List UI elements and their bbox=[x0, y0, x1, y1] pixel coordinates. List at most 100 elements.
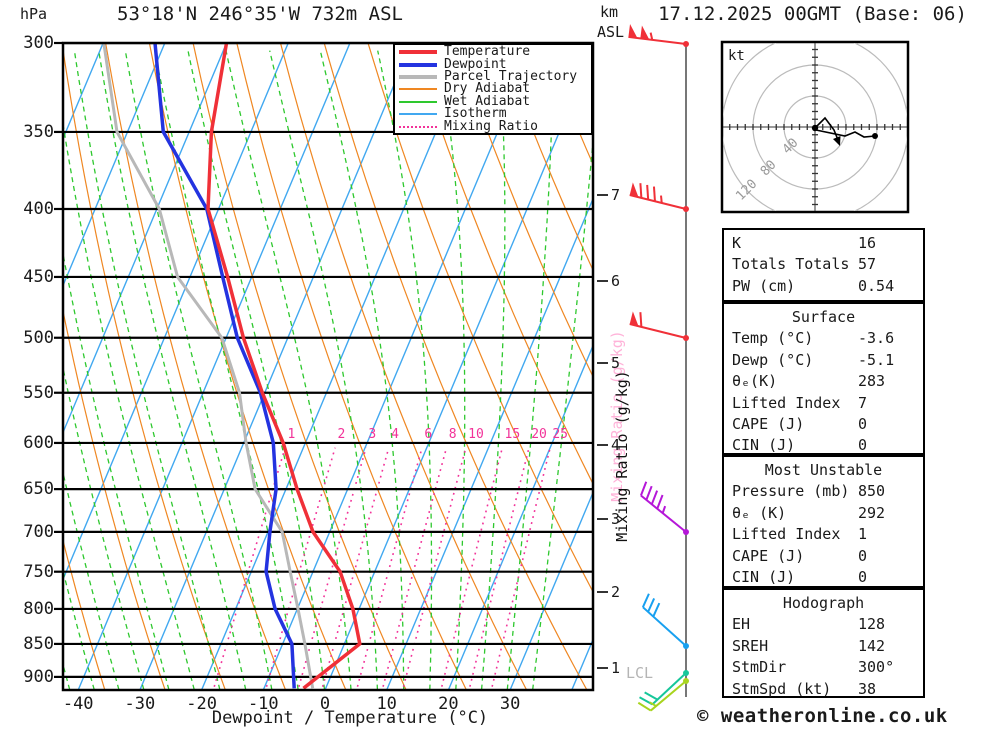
stat-value: 1 bbox=[858, 525, 868, 544]
mixing-ratio-label: 6 bbox=[424, 427, 433, 442]
table-row: StmDir 300° bbox=[732, 657, 923, 678]
stat-label: K bbox=[732, 234, 742, 252]
temp-tick-label: -10 bbox=[247, 694, 279, 714]
pressure-tick-label: 350 bbox=[23, 121, 54, 142]
mixing-ratio-label: 20 bbox=[531, 427, 547, 442]
stat-label: CAPE (J) bbox=[732, 546, 805, 565]
legend-item: Temperature bbox=[399, 44, 591, 60]
chart-background bbox=[64, 44, 592, 689]
table-row: θₑ(K) 283 bbox=[732, 371, 923, 392]
pressure-tick-label: 850 bbox=[23, 633, 54, 654]
table-row: Dewp (°C) -5.1 bbox=[732, 350, 923, 371]
legend-item-label: Temperature bbox=[444, 44, 531, 60]
legend: Temperature Dewpoint Parcel Trajectory Dry … bbox=[393, 43, 593, 135]
legend-line-sample bbox=[399, 125, 437, 128]
pressure-axis-unit: hPa bbox=[20, 5, 48, 23]
temp-tick-label: 20 bbox=[438, 694, 459, 714]
stat-label: Temp (°C) bbox=[732, 329, 814, 348]
stat-label: Totals Totals bbox=[732, 255, 850, 274]
wind-barb bbox=[637, 678, 689, 712]
legend-item: Isotherm bbox=[399, 106, 591, 122]
table-row: EH 128 bbox=[732, 614, 923, 635]
stat-value: -3.6 bbox=[858, 329, 895, 348]
stat-label: CIN (J) bbox=[732, 567, 796, 586]
legend-line-sample bbox=[399, 74, 437, 79]
pressure-tick-label: 650 bbox=[23, 479, 54, 500]
stat-value: -5.1 bbox=[858, 350, 895, 369]
legend-item: Mixing Ratio bbox=[399, 118, 591, 134]
legend-line-sample bbox=[399, 88, 437, 91]
legend-item-label: Dewpoint bbox=[444, 56, 507, 72]
wind-barb bbox=[641, 593, 689, 649]
hodograph-panel: Hodograph EH 128 SREH 142 StmDir 300° StmSpd (k… bbox=[722, 588, 925, 698]
stat-label: EH bbox=[732, 615, 751, 634]
temp-tick-label: -20 bbox=[186, 694, 217, 714]
stat-value: 7 bbox=[858, 393, 868, 412]
legend-item: Dewpoint bbox=[399, 56, 591, 72]
table-row: CAPE (J) 0 bbox=[732, 414, 923, 435]
panel-title: Hodograph bbox=[782, 594, 865, 612]
mixing-ratio-label: 25 bbox=[552, 427, 569, 442]
stat-label: PW (cm) bbox=[732, 276, 796, 295]
pressure-tick-label: 600 bbox=[23, 432, 54, 453]
temp-tick-label: 0 bbox=[319, 694, 331, 714]
table-row: SREH 142 bbox=[732, 636, 923, 657]
legend-item-label: Dry Adiabat bbox=[444, 81, 531, 97]
stat-value: 0 bbox=[858, 546, 868, 565]
stat-value: 0.54 bbox=[858, 276, 895, 295]
km-tick-label: 2 bbox=[611, 583, 621, 601]
table-row: PW (cm) 0.54 bbox=[732, 276, 923, 297]
stat-label: StmDir bbox=[732, 658, 787, 677]
x-axis-title: Dewpoint / Temperature (°C) bbox=[211, 708, 489, 728]
stat-value: 0 bbox=[858, 436, 868, 455]
km-tick-label: 7 bbox=[611, 186, 621, 204]
mixing-ratio-label: 4 bbox=[391, 427, 399, 442]
stat-label: StmSpd (kt) bbox=[732, 679, 832, 698]
mixing-ratio-label: 1 bbox=[287, 427, 296, 442]
legend-line-sample bbox=[399, 113, 437, 116]
stat-label: Pressure (mb) bbox=[732, 482, 850, 501]
wind-barb bbox=[639, 481, 689, 535]
mixing-ratio-label: 8 bbox=[448, 427, 457, 442]
km-tick-label: 3 bbox=[611, 510, 621, 528]
pressure-tick-label: 500 bbox=[23, 327, 54, 348]
table-row: CAPE (J) 0 bbox=[732, 546, 923, 567]
stat-label: CAPE (J) bbox=[732, 414, 805, 433]
mixing-ratio-label: 2 bbox=[337, 427, 346, 442]
temp-tick-label: -40 bbox=[62, 694, 94, 714]
table-row: Lifted Index 7 bbox=[732, 393, 923, 414]
legend-item-label: Isotherm bbox=[444, 106, 507, 122]
stat-label: SREH bbox=[732, 636, 769, 655]
page-title: 53°18'N 246°35'W 732m ASL bbox=[117, 3, 403, 25]
stat-label: θₑ(K) bbox=[732, 372, 778, 391]
table-row: Temp (°C) -3.6 bbox=[732, 328, 923, 349]
panel-title: Surface bbox=[791, 308, 856, 326]
surface-panel: Surface Temp (°C) -3.6 Dewp (°C) -5.1 θₑ(K) 28… bbox=[722, 302, 925, 455]
mixing-ratio-label: 3 bbox=[368, 427, 377, 442]
stat-label: Lifted Index bbox=[732, 525, 841, 544]
table-row: CIN (J) 0 bbox=[732, 567, 923, 588]
table-row: Pressure (mb) 850 bbox=[732, 481, 923, 502]
km-tick-label: 1 bbox=[611, 659, 621, 677]
pressure-tick-label: 550 bbox=[23, 382, 54, 403]
legend-item-label: Mixing Ratio bbox=[444, 118, 538, 134]
temp-tick-label: 30 bbox=[499, 694, 521, 714]
pressure-tick-label: 700 bbox=[23, 521, 54, 542]
mixing-ratio-label: 15 bbox=[504, 427, 521, 442]
pressure-tick-label: 400 bbox=[23, 198, 54, 219]
wind-barb bbox=[639, 670, 689, 706]
legend-item: Wet Adiabat bbox=[399, 93, 591, 109]
asl-axis-unit: ASL bbox=[597, 23, 625, 41]
wind-barb bbox=[628, 24, 689, 47]
legend-item-label: Wet Adiabat bbox=[444, 93, 531, 109]
pressure-tick-label: 900 bbox=[23, 666, 54, 687]
km-axis-unit: km bbox=[600, 3, 619, 21]
temp-tick-label: 10 bbox=[376, 694, 397, 714]
sounding-profiles bbox=[102, 44, 362, 689]
table-row: θₑ (K) 292 bbox=[732, 503, 923, 524]
series-temperature bbox=[206, 44, 362, 689]
legend-item: Dry Adiabat bbox=[399, 81, 591, 97]
stat-value: 292 bbox=[858, 503, 886, 522]
